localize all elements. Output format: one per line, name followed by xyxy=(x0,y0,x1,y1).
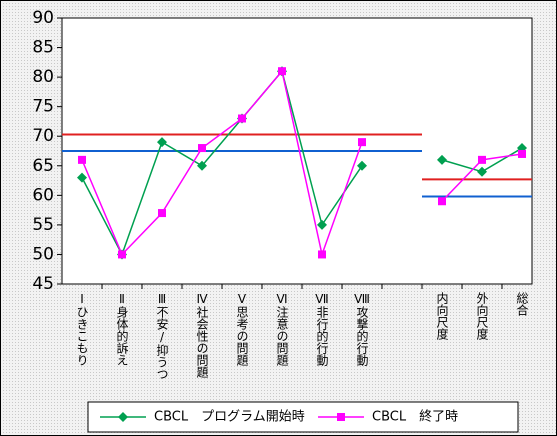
marker xyxy=(118,250,126,259)
y-tick-label: 70 xyxy=(32,126,54,146)
marker xyxy=(118,412,128,422)
x-tick-label: Ⅲ不安/抑うつ xyxy=(155,292,169,380)
marker xyxy=(197,160,207,171)
marker xyxy=(437,154,447,165)
marker xyxy=(478,155,486,164)
x-tick-label: Ⅶ非行的行動 xyxy=(315,292,329,366)
legend xyxy=(87,401,519,433)
marker xyxy=(518,149,526,158)
y-tick-label: 55 xyxy=(32,215,54,235)
x-tick-label: Ⅵ注意の問題 xyxy=(275,292,289,367)
legend-label: CBCL プログラム開始時 xyxy=(154,410,305,425)
marker xyxy=(198,144,206,153)
y-tick-label: 65 xyxy=(32,156,54,176)
y-tick-label: 90 xyxy=(32,8,54,28)
y-tick-label: 60 xyxy=(32,185,54,205)
x-tick-label: Ⅱ身体的訴え xyxy=(115,292,129,366)
x-tick-label: Ⅴ思考の問題 xyxy=(235,292,249,367)
marker xyxy=(77,172,87,183)
x-tick-label: Ⅳ社会性の問題 xyxy=(195,292,209,379)
marker xyxy=(358,138,366,147)
series-line xyxy=(81,69,363,257)
x-tick-label: Ⅰひきこもり xyxy=(75,292,89,366)
x-tick-label: 総合 xyxy=(515,292,529,316)
marker xyxy=(357,160,367,171)
marker xyxy=(318,250,326,259)
marker xyxy=(438,197,446,206)
y-tick-label: 85 xyxy=(32,38,54,58)
marker xyxy=(158,209,166,218)
x-tick-label: 外向尺度 xyxy=(475,292,489,340)
marker xyxy=(477,166,487,177)
y-tick-label: 50 xyxy=(32,244,54,264)
y-tick-label: 80 xyxy=(32,67,54,87)
marker xyxy=(238,114,246,123)
marker xyxy=(78,155,86,164)
y-tick-label: 45 xyxy=(32,274,54,294)
series-line xyxy=(81,69,363,258)
marker xyxy=(317,219,327,230)
x-tick-label: 内向尺度 xyxy=(435,292,449,340)
marker xyxy=(278,67,286,76)
marker xyxy=(157,137,167,148)
y-tick-label: 75 xyxy=(32,97,54,117)
x-tick-label: Ⅷ攻撃的行動 xyxy=(355,292,370,366)
marker xyxy=(337,413,345,421)
legend-label: CBCL 終了時 xyxy=(372,409,458,425)
